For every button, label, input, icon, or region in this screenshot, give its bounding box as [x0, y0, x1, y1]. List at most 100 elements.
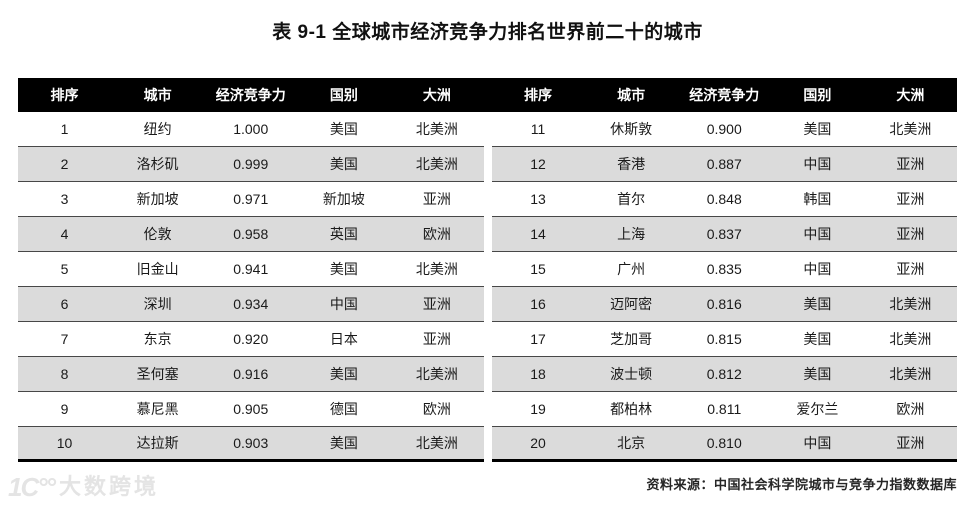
- cell-country: 新加坡: [322, 191, 365, 207]
- cell-continent: 北美洲: [889, 296, 932, 312]
- cell-continent: 亚洲: [896, 156, 925, 172]
- table-header-left: 排序 城市 经济竞争力 国别 大洲: [18, 85, 484, 105]
- cell-rank: 18: [530, 366, 546, 382]
- cell-continent: 北美洲: [415, 121, 458, 137]
- cell-rank: 4: [60, 226, 69, 242]
- cell-continent: 北美洲: [889, 366, 932, 382]
- header-country: 国别: [329, 87, 358, 103]
- cell-continent: 北美洲: [889, 331, 932, 347]
- cell-continent: 北美洲: [415, 261, 458, 277]
- table-body: 1 纽约 1.000 美国 北美洲 2 洛杉矶 0.999 美国 北美洲 3 新加坡 0.971 新加坡亚…: [18, 112, 957, 462]
- cell-rank: 20: [530, 435, 546, 451]
- header-score: 经济竞争力: [689, 87, 760, 103]
- watermark: 1C°° 大数跨境: [8, 474, 159, 500]
- cell-score: 0.903: [233, 435, 269, 451]
- table-row: 7 东京 0.920 日本 亚洲: [18, 322, 484, 357]
- cell-score: 0.848: [706, 191, 742, 207]
- table-row: 17 芝加哥 0.815 美国 北美洲: [491, 322, 957, 357]
- cell-score: 0.810: [706, 435, 742, 451]
- watermark-logo-icon: 1C°°: [8, 472, 56, 502]
- source-note: 资料来源：中国社会科学院城市与竞争力指数数据库: [646, 477, 957, 492]
- cell-country: 爱尔兰: [796, 401, 839, 417]
- cell-country: 中国: [803, 226, 832, 242]
- cell-rank: 19: [530, 401, 546, 417]
- header-rank: 排序: [50, 87, 79, 103]
- table-title: 表 9-1 全球城市经济竞争力排名世界前二十的城市: [272, 22, 703, 43]
- header-continent: 大洲: [896, 87, 925, 103]
- cell-rank: 11: [530, 121, 546, 137]
- body-gap: [483, 112, 492, 462]
- cell-country: 美国: [329, 261, 358, 277]
- cell-city: 东京: [143, 331, 172, 347]
- cell-continent: 北美洲: [415, 366, 458, 382]
- cell-rank: 12: [530, 156, 546, 172]
- cell-city: 新加坡: [136, 191, 179, 207]
- cell-rank: 7: [60, 331, 69, 347]
- cell-city: 芝加哥: [610, 331, 653, 347]
- table-row: 12 香港 0.887 中国 亚洲: [491, 147, 957, 182]
- cell-rank: 16: [530, 296, 546, 312]
- cell-continent: 亚洲: [422, 331, 451, 347]
- cell-city: 慕尼黑: [136, 401, 179, 417]
- table-row: 11 休斯敦 0.900 美国 北美洲: [491, 112, 957, 147]
- header-city: 城市: [143, 87, 172, 103]
- cell-city: 圣何塞: [136, 366, 179, 382]
- header-country: 国别: [803, 87, 832, 103]
- cell-continent: 欧洲: [422, 401, 451, 417]
- cell-score: 0.816: [706, 296, 742, 312]
- table-row: 1 纽约 1.000 美国 北美洲: [18, 112, 484, 147]
- cell-continent: 北美洲: [415, 156, 458, 172]
- cell-rank: 6: [60, 296, 69, 312]
- cell-rank: 17: [530, 331, 546, 347]
- cell-country: 英国: [329, 226, 358, 242]
- cell-score: 0.958: [233, 226, 269, 242]
- cell-city: 首尔: [617, 191, 646, 207]
- table-row: 5 旧金山 0.941 美国 北美洲: [18, 252, 484, 287]
- cell-city: 波士顿: [610, 366, 653, 382]
- table-row: 10 达拉斯 0.903 美国 北美洲: [18, 427, 484, 462]
- cell-continent: 北美洲: [889, 121, 932, 137]
- cell-score: 0.920: [233, 331, 269, 347]
- cell-score: 0.815: [706, 331, 742, 347]
- cell-score: 0.812: [706, 366, 742, 382]
- cell-city: 洛杉矶: [136, 156, 179, 172]
- cell-country: 美国: [329, 156, 358, 172]
- cell-city: 伦敦: [143, 226, 172, 242]
- cell-country: 美国: [329, 366, 358, 382]
- cell-country: 日本: [329, 331, 358, 347]
- cell-rank: 14: [530, 226, 546, 242]
- table-header-row: 排序 城市 经济竞争力 国别 大洲 排序 城市 经济竞争力 国别 大洲: [18, 78, 957, 112]
- cell-country: 中国: [803, 261, 832, 277]
- cell-continent: 北美洲: [415, 435, 458, 451]
- cell-city: 深圳: [143, 296, 172, 312]
- cell-rank: 1: [60, 121, 69, 137]
- cell-country: 美国: [329, 435, 358, 451]
- cell-score: 0.837: [706, 226, 742, 242]
- table-row: 20 北京 0.810 中国 亚洲: [491, 427, 957, 462]
- cell-score: 0.934: [233, 296, 269, 312]
- cell-score: 0.887: [706, 156, 742, 172]
- cell-city: 达拉斯: [136, 435, 179, 451]
- table-row: 9 慕尼黑 0.905 德国 欧洲: [18, 392, 484, 427]
- cell-city: 休斯敦: [610, 121, 653, 137]
- cell-rank: 2: [60, 156, 69, 172]
- header-score: 经济竞争力: [215, 87, 286, 103]
- cell-rank: 13: [530, 191, 546, 207]
- cell-city: 上海: [617, 226, 646, 242]
- cell-country: 中国: [803, 435, 832, 451]
- table-row: 13 首尔 0.848 韩国 亚洲: [491, 182, 957, 217]
- table-row: 6 深圳 0.934 中国 亚洲: [18, 287, 484, 322]
- cell-rank: 15: [530, 261, 546, 277]
- cell-continent: 亚洲: [896, 435, 925, 451]
- table-row: 16 迈阿密 0.816 美国 北美洲: [491, 287, 957, 322]
- header-city: 城市: [617, 87, 646, 103]
- cell-score: 0.900: [706, 121, 742, 137]
- cell-continent: 亚洲: [422, 296, 451, 312]
- cell-city: 广州: [617, 261, 646, 277]
- cell-score: 0.835: [706, 261, 742, 277]
- table-row: 19 都柏林 0.811 爱尔兰 欧洲: [491, 392, 957, 427]
- cell-country: 美国: [803, 296, 832, 312]
- cell-rank: 10: [56, 435, 73, 451]
- cell-city: 纽约: [143, 121, 172, 137]
- cell-city: 迈阿密: [610, 296, 653, 312]
